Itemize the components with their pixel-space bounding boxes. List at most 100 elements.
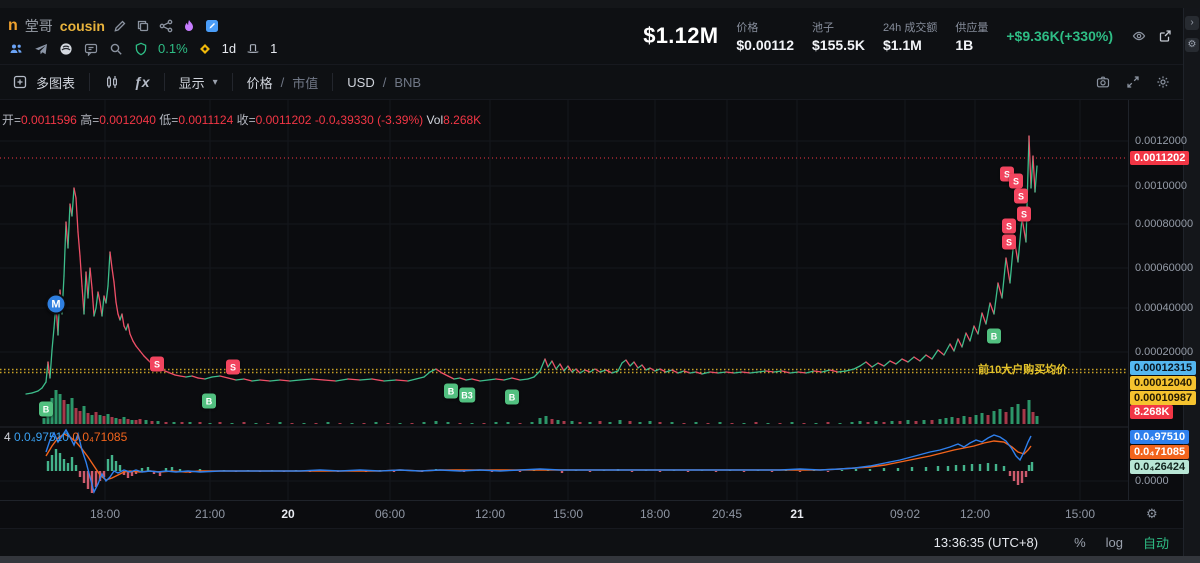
open-value: 0.0011596 (21, 113, 77, 127)
rail-settings-button[interactable]: ⚙ (1185, 38, 1199, 52)
sell-marker[interactable]: S (1002, 234, 1016, 250)
price-axis-badge: 0.00012040 (1130, 376, 1197, 390)
stat-liquidity: 池子 $155.5K (812, 19, 865, 53)
price-mcap-toggle[interactable]: 价格 / 市值 (247, 73, 319, 92)
stat-value: 1B (955, 37, 974, 53)
open-label: 开= (2, 113, 22, 127)
note-icon[interactable] (204, 18, 220, 34)
time-axis-tick: 09:02 (889, 507, 921, 521)
stat-price: 价格 $0.00112 (736, 19, 794, 53)
macd-blue-value: 0.0₄97510 (14, 430, 69, 444)
time-axis[interactable]: ⚙ 18:00 21:00 20 06:00 12:00 15:00 18:00 20:45 2… (0, 500, 1183, 528)
stat-label: 供应量 (955, 22, 989, 34)
comment-icon[interactable] (83, 41, 99, 57)
search-icon[interactable] (108, 41, 124, 57)
buy-marker[interactable]: B (987, 328, 1001, 344)
time-axis-tick: 18:00 (639, 507, 671, 521)
buy-marker[interactable]: B (444, 383, 458, 399)
log-scale-button[interactable]: log (1105, 535, 1123, 550)
price-axis-tick: 0.0000 (1135, 475, 1169, 487)
slash: / (280, 74, 285, 90)
migration-marker[interactable]: M (45, 293, 67, 315)
close-value: 0.0011202 (255, 113, 312, 127)
buy-marker[interactable]: B (505, 389, 519, 405)
community-icon[interactable] (8, 41, 24, 57)
price-axis-badge: 0.00010987 (1130, 391, 1197, 405)
sell-marker[interactable]: S (1002, 218, 1016, 234)
price-axis-badge: 0.0₄71085 (1130, 445, 1190, 459)
usd-option[interactable]: USD (347, 74, 375, 90)
sell-marker[interactable]: S (226, 359, 240, 375)
price-axis-badge: 0.0011202 (1130, 151, 1190, 165)
macd-legend: 4 0.0₄97510 0.0₄71085 (4, 430, 127, 444)
chart-area[interactable]: 开=0.0011596 高=0.0012040 低=0.0011124 收=0.… (0, 100, 1197, 528)
telegram-icon[interactable] (33, 41, 49, 57)
display-dropdown[interactable]: 显示 ▾ (179, 73, 218, 92)
price-axis[interactable]: 0.0012000 0.0010000 0.00080000 0.00060000 0.… (1128, 100, 1197, 500)
chart-settings-icon[interactable] (1155, 74, 1171, 90)
token-name-cn: 堂哥 (24, 17, 53, 34)
ohlc-legend: 开=0.0011596 高=0.0012040 低=0.0011124 收=0.… (2, 111, 481, 128)
pnl-value: +$9.36K(+330%) (1006, 28, 1113, 44)
dex-logo-icon[interactable] (58, 41, 74, 57)
percent-scale-button[interactable]: % (1074, 535, 1086, 550)
candlestick-icon[interactable] (104, 74, 120, 90)
copy-icon[interactable] (135, 18, 151, 34)
right-rail: › ⚙ (1183, 8, 1200, 563)
multi-chart-label: 多图表 (36, 75, 76, 91)
eye-icon[interactable] (1131, 28, 1147, 44)
window-bottom-edge (0, 556, 1200, 563)
stat-label: 价格 (736, 22, 759, 34)
slash: / (382, 74, 387, 90)
buy-marker[interactable]: B3 (459, 387, 475, 403)
plus-square-icon (12, 74, 28, 90)
edit-icon[interactable] (112, 18, 128, 34)
timezone-settings-icon[interactable]: ⚙ (1146, 506, 1158, 521)
stat-supply: 供应量 1B (955, 19, 988, 53)
external-link-icon[interactable] (1157, 28, 1173, 44)
time-axis-tick: 12:00 (474, 507, 506, 521)
price-axis-tick: 0.00080000 (1135, 218, 1194, 230)
time-axis-tick: 15:00 (552, 507, 584, 521)
divider (163, 73, 165, 91)
time-axis-tick: 20:45 (711, 507, 743, 521)
macd-prefix: 4 (4, 430, 11, 444)
share-icon[interactable] (158, 18, 174, 34)
chart-status-bar: 13:36:35 (UTC+8) % log 自动 (0, 528, 1183, 556)
fullscreen-icon[interactable] (1125, 74, 1141, 90)
multi-chart-button[interactable]: 多图表 (12, 73, 75, 92)
auto-scale-button[interactable]: 自动 (1142, 536, 1169, 551)
token-name: cousin (59, 17, 105, 34)
time-axis-tick: 06:00 (374, 507, 406, 521)
buy-marker[interactable]: B (202, 393, 216, 409)
sell-marker[interactable]: S (1017, 206, 1031, 222)
panel-expand-button[interactable]: › (1185, 16, 1199, 30)
mcap-option[interactable]: 市值 (292, 75, 319, 91)
bnb-option[interactable]: BNB (394, 74, 422, 90)
time-axis-tick: 21:00 (194, 507, 226, 521)
display-label: 显示 (178, 75, 205, 91)
price-axis-tick: 0.00020000 (1135, 346, 1194, 358)
flame-icon[interactable] (181, 18, 197, 34)
token-header: n 堂哥 cousin 0.1% 1d 1 (0, 8, 1183, 64)
change-value: -0.0₄39330 (-3.39%) (314, 113, 424, 127)
sell-marker[interactable]: S (1014, 188, 1028, 204)
sell-marker[interactable]: S (1009, 173, 1023, 189)
sell-marker[interactable]: S (150, 356, 164, 372)
chevron-down-icon: ▾ (212, 76, 218, 88)
token-symbol: n (8, 16, 18, 34)
time-axis-tick: 15:00 (1064, 507, 1096, 521)
buy-marker[interactable]: B (39, 401, 53, 417)
price-option[interactable]: 价格 (246, 75, 273, 91)
price-chart-canvas[interactable] (0, 100, 1128, 500)
screenshot-camera-icon[interactable] (1095, 74, 1111, 90)
bnb-chain-icon (197, 41, 213, 57)
usd-bnb-toggle[interactable]: USD / BNB (347, 75, 421, 90)
indicators-button[interactable]: ƒx (134, 74, 150, 90)
divider (89, 73, 91, 91)
price-axis-tick: 0.00040000 (1135, 302, 1194, 314)
price-axis-badge: 8.268K (1130, 405, 1174, 419)
low-value: 0.0011124 (178, 113, 234, 127)
stat-value: $1.1M (882, 37, 922, 53)
